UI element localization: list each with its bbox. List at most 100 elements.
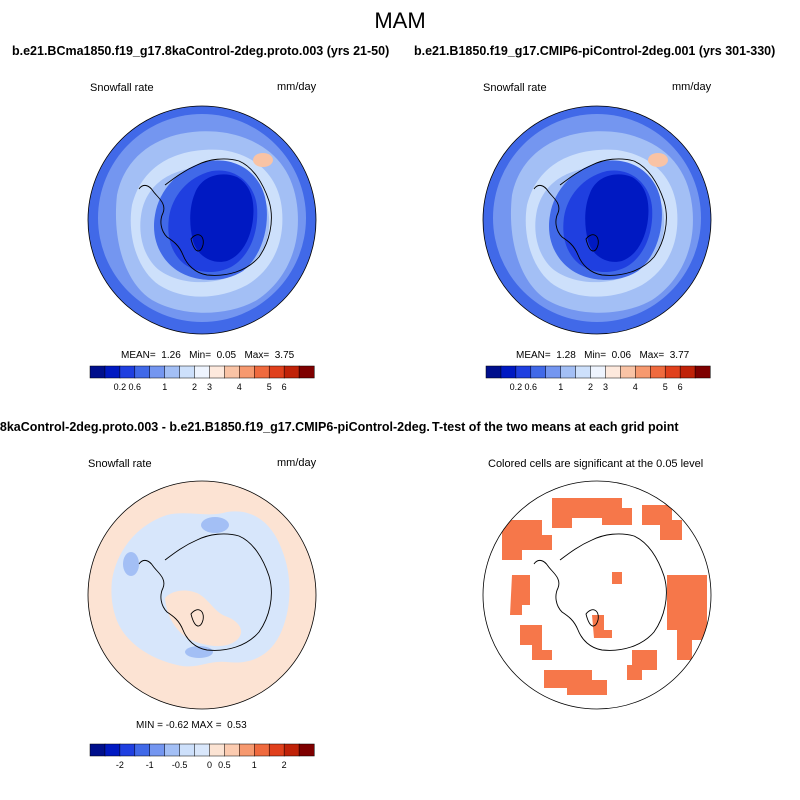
- colorbar-swatch: [224, 743, 240, 757]
- map-border: [482, 480, 712, 710]
- colorbar-tick-label: 1: [252, 760, 257, 770]
- colorbar-tick-label: 4: [633, 382, 638, 392]
- panel1-variable-label: Snowfall rate: [90, 82, 154, 94]
- diff-negative-patch: [201, 517, 229, 533]
- colorbar-swatch: [119, 365, 136, 379]
- colorbar-swatch: [179, 365, 196, 379]
- antarctic-coastline: [138, 533, 272, 651]
- map-border: [482, 105, 712, 335]
- panel2-stats: MEAN= 1.28 Min= 0.06 Max= 3.77: [516, 350, 690, 361]
- colorbar-swatch: [194, 743, 211, 757]
- colorbar-tick-label: 0.6: [525, 382, 538, 392]
- colorbar-tick-label: -2: [116, 760, 124, 770]
- colorbar-swatch: [239, 365, 255, 379]
- diff-negative-patch: [185, 646, 213, 658]
- colorbar-swatch: [149, 743, 166, 757]
- season-title: MAM: [374, 8, 426, 33]
- colorbar-swatch: [149, 365, 166, 379]
- significant-cells: [612, 572, 622, 584]
- colorbar-tick-label: 0.5: [218, 760, 231, 770]
- colorbar-swatch: [209, 743, 225, 757]
- colorbar-swatch: [485, 365, 502, 379]
- panel2-polar-map: [482, 105, 712, 335]
- ice-core-zone: [585, 174, 649, 262]
- diff-negative-zone: [111, 511, 290, 667]
- colorbar-tick-label: 5: [267, 382, 272, 392]
- colorbar-swatch: [620, 365, 636, 379]
- colorbar-swatch: [283, 365, 300, 379]
- diff-negative-patch: [123, 552, 139, 576]
- significant-cells: [510, 575, 530, 615]
- colorbar-swatch: [298, 365, 315, 379]
- antarctic-coastline: [533, 158, 667, 276]
- colorbar-tick-label: 0.6: [129, 382, 142, 392]
- significant-cells: [592, 615, 612, 638]
- colorbar-swatch: [679, 365, 696, 379]
- significant-cells: [642, 505, 682, 540]
- warm-spot: [253, 153, 273, 167]
- map-border: [87, 105, 317, 335]
- significant-cells: [552, 498, 632, 528]
- colorbar-swatch: [104, 365, 121, 379]
- colorbar-swatch: [89, 743, 106, 757]
- colorbar-swatch: [194, 365, 211, 379]
- colorbar-swatch: [298, 743, 315, 757]
- colorbar-swatch: [635, 365, 651, 379]
- colorbar-tick-label: 5: [663, 382, 668, 392]
- ice-core-zone: [190, 174, 254, 262]
- panel3-polar-map: [87, 480, 317, 710]
- colorbar-swatch: [530, 365, 547, 379]
- colorbar-swatch: [224, 365, 240, 379]
- antarctic-coastline: [533, 533, 667, 651]
- colorbar-tick-label: 2: [588, 382, 593, 392]
- colorbar-tick-label: 1: [162, 382, 167, 392]
- colorbar-swatch: [134, 743, 151, 757]
- panel2-colorbar: 0.2 0.6 1 2 3 4 5 6: [485, 365, 711, 392]
- colorbar-swatch: [283, 743, 300, 757]
- colorbar-swatch: [500, 365, 517, 379]
- panel4-title: T-test of the two means at each grid poi…: [432, 420, 679, 434]
- colorbar-swatch: [560, 365, 577, 379]
- significant-cells: [502, 520, 552, 560]
- colorbar-tick-label: 3: [603, 382, 608, 392]
- colorbar-tick-label: -1: [146, 760, 154, 770]
- panel4-subtitle: Colored cells are significant at the 0.0…: [488, 458, 704, 470]
- colorbar-swatch: [694, 365, 711, 379]
- colorbar-tick-label: 6: [282, 382, 287, 392]
- colorbar-tick-label: 0.2: [114, 382, 127, 392]
- colorbar-swatch: [268, 365, 285, 379]
- colorbar-swatch: [134, 365, 151, 379]
- panel1-stats: MEAN= 1.26 Min= 0.05 Max= 3.75: [121, 350, 295, 361]
- significant-cells: [667, 575, 707, 660]
- colorbar-tick-label: -0.5: [172, 760, 188, 770]
- panel1-colorbar: 0.2 0.6 1 2 3 4 5 6: [89, 365, 315, 392]
- panel3-title: b.e21.BCma1850.f19_g17.8kaControl-2deg.p…: [0, 420, 430, 434]
- colorbar-swatch: [575, 365, 592, 379]
- panel1-units-label: mm/day: [277, 81, 317, 93]
- colorbar-swatch: [650, 365, 666, 379]
- significant-cells: [520, 625, 552, 660]
- colorbar-swatch: [254, 743, 270, 757]
- colorbar-swatch: [119, 743, 136, 757]
- map-border: [87, 480, 317, 710]
- colorbar-tick-label: 6: [678, 382, 683, 392]
- colorbar-swatch: [590, 365, 607, 379]
- colorbar-swatch: [164, 365, 181, 379]
- colorbar-swatch: [164, 743, 181, 757]
- warm-spot: [648, 153, 668, 167]
- colorbar-tick-label: 1: [558, 382, 563, 392]
- panel2-variable-label: Snowfall rate: [483, 82, 547, 94]
- colorbar-swatch: [239, 743, 255, 757]
- panel4-polar-map: [482, 480, 712, 710]
- colorbar-swatch: [664, 365, 681, 379]
- colorbar-swatch: [209, 365, 225, 379]
- panel2-title: b.e21.B1850.f19_g17.CMIP6-piControl-2deg…: [414, 44, 776, 58]
- colorbar-tick-label: 4: [237, 382, 242, 392]
- antarctic-coastline: [138, 158, 272, 276]
- panel2-units-label: mm/day: [672, 81, 712, 93]
- panel3-title-clip: b.e21.BCma1850.f19_g17.8kaControl-2deg.p…: [0, 420, 430, 438]
- colorbar-swatch: [179, 743, 196, 757]
- colorbar-tick-label: 0.2: [510, 382, 523, 392]
- colorbar-swatch: [268, 743, 285, 757]
- panel1-title: b.e21.BCma1850.f19_g17.8kaControl-2deg.p…: [12, 44, 390, 58]
